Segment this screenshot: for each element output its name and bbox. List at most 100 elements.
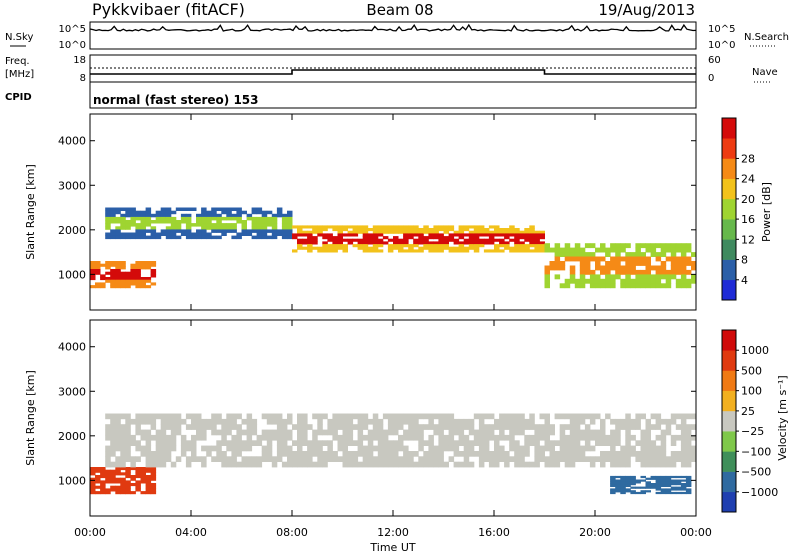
heatmap-cell xyxy=(675,278,682,284)
heatmap-cell xyxy=(635,418,641,425)
heatmap-cell xyxy=(221,434,227,441)
heatmap-cell xyxy=(595,440,601,446)
heatmap-cell xyxy=(569,445,576,452)
heatmap-cell xyxy=(423,244,429,248)
heatmap-cell xyxy=(398,461,404,468)
heatmap-cell xyxy=(393,461,399,468)
heatmap-cell xyxy=(494,249,500,253)
heatmap-cell xyxy=(180,451,187,457)
heatmap-cell xyxy=(185,456,192,462)
heatmap-cell xyxy=(105,223,111,227)
heatmap-cell xyxy=(297,246,303,250)
heatmap-cell xyxy=(443,246,449,250)
heatmap-cell xyxy=(160,429,167,436)
heatmap-cell xyxy=(130,467,136,471)
heatmap-cell xyxy=(170,461,177,468)
heatmap-cell xyxy=(317,233,323,237)
heatmap-cell xyxy=(382,434,389,441)
heatmap-cell xyxy=(145,277,152,281)
heatmap-cell xyxy=(685,479,692,482)
heatmap-cell xyxy=(413,244,419,248)
heatmap-cell xyxy=(155,210,162,215)
heatmap-cell xyxy=(125,491,131,495)
heatmap-cell xyxy=(342,246,348,250)
heatmap-cell xyxy=(670,418,677,425)
heatmap-cell xyxy=(499,233,505,237)
heatmap-cell xyxy=(327,244,333,248)
heatmap-cell xyxy=(645,424,651,430)
heatmap-cell xyxy=(660,265,667,271)
heatmap-cell xyxy=(468,429,475,436)
heatmap-cell xyxy=(130,277,136,281)
heatmap-cell xyxy=(640,283,646,289)
heatmap-cell xyxy=(337,418,343,425)
heatmap-cell xyxy=(554,261,561,266)
heatmap-cell xyxy=(140,235,146,240)
heatmap-cell xyxy=(448,445,455,452)
heatmap-cell xyxy=(645,283,651,289)
heatmap-cell xyxy=(105,451,111,457)
heatmap-cell xyxy=(635,486,641,489)
heatmap-cell xyxy=(382,228,389,232)
heatmap-cell xyxy=(660,445,667,452)
heatmap-cell xyxy=(448,246,455,250)
heatmap-cell xyxy=(413,461,419,468)
heatmap-cell xyxy=(312,461,318,468)
heatmap-cell xyxy=(266,223,273,227)
heatmap-cell xyxy=(130,223,136,227)
heatmap-cell xyxy=(145,477,152,481)
heatmap-cell xyxy=(453,451,460,457)
heatmap-cell xyxy=(135,429,141,436)
heatmap-cell xyxy=(680,413,687,420)
heatmap-cell xyxy=(130,483,136,487)
heatmap-cell xyxy=(271,429,278,436)
heatmap-cell xyxy=(367,246,374,250)
heatmap-cell xyxy=(529,434,535,441)
heatmap-cell xyxy=(185,424,192,430)
heatmap-cell xyxy=(342,429,348,436)
heatmap-cell xyxy=(680,265,687,271)
heatmap-cell xyxy=(307,440,313,446)
heatmap-cell xyxy=(246,429,253,436)
heatmap-cell xyxy=(216,235,222,240)
heatmap-cell xyxy=(433,244,439,248)
heatmap-cell xyxy=(276,456,283,462)
heatmap-cell xyxy=(281,223,288,227)
heatmap-cell xyxy=(514,238,520,242)
heatmap-cell xyxy=(645,274,651,280)
heatmap-cell xyxy=(362,246,369,250)
heatmap-cell xyxy=(150,229,157,233)
heatmap-cell xyxy=(236,434,242,441)
heatmap-cell xyxy=(615,475,621,479)
heatmap-cell xyxy=(660,456,667,462)
colorbar-swatch xyxy=(722,330,736,351)
heatmap-cell xyxy=(135,480,141,484)
heatmap-cell xyxy=(675,486,682,489)
heatmap-cell xyxy=(180,216,187,221)
heatmap-cell xyxy=(579,274,586,280)
heatmap-cell xyxy=(226,429,232,436)
heatmap-cell xyxy=(539,456,545,462)
heatmap-cell xyxy=(105,216,111,221)
heatmap-cell xyxy=(635,278,641,284)
colorbar-swatch xyxy=(722,279,736,301)
heatmap-cell xyxy=(559,265,566,271)
heatmap-cell xyxy=(544,461,550,468)
heatmap-cell xyxy=(655,479,662,482)
heatmap-cell xyxy=(443,244,449,248)
heatmap-cell xyxy=(342,445,348,452)
heatmap-cell xyxy=(519,429,525,436)
heatmap-cell xyxy=(175,207,182,211)
heatmap-cell xyxy=(357,461,364,468)
heatmap-cell xyxy=(579,269,586,275)
heatmap-cell xyxy=(170,445,177,452)
heatmap-cell xyxy=(564,424,571,430)
heatmap-cell xyxy=(211,445,217,452)
heatmap-cell xyxy=(231,213,237,218)
heatmap-cell xyxy=(569,252,576,257)
heatmap-cell xyxy=(216,220,222,224)
heatmap-cell xyxy=(191,232,197,236)
heatmap-cell xyxy=(579,434,586,441)
heatmap-cell xyxy=(387,238,394,242)
heatmap-cell xyxy=(635,274,641,280)
